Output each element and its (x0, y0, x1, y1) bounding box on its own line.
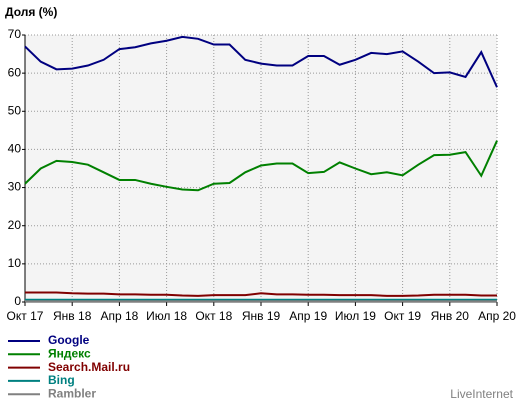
x-tick-label: Окт 17 (7, 309, 44, 323)
series-line (24, 35, 498, 88)
legend-label: Search.Mail.ru (48, 360, 130, 374)
y-tick-label: 50 (8, 103, 22, 117)
y-tick-label: 30 (8, 180, 22, 194)
y-tick-label: 60 (8, 65, 22, 79)
x-tick-label: Окт 18 (195, 309, 232, 323)
x-tick-label: Янв 19 (242, 309, 281, 323)
y-tick-label: 20 (8, 218, 22, 232)
chart-title: Доля (%) (5, 5, 57, 19)
source: LiveInternet (450, 387, 513, 401)
x-tick-label: Апр 20 (478, 309, 516, 323)
x-tick-label: Июл 18 (146, 309, 187, 323)
y-tick-label: 40 (8, 142, 22, 156)
series-line (24, 140, 498, 192)
legend-label: Google (48, 333, 90, 347)
y-tick-label: 10 (8, 256, 22, 270)
x-tick-label: Апр 18 (100, 309, 138, 323)
x-tick-label: Янв 18 (53, 309, 92, 323)
series-line (25, 291, 497, 297)
x-tick-label: Окт 19 (384, 309, 421, 323)
legend-label: Bing (48, 373, 75, 387)
x-tick-label: Июл 19 (335, 309, 376, 323)
x-tick-label: Янв 20 (431, 309, 470, 323)
legend-label: Rambler (48, 386, 96, 400)
y-tick-label: 70 (8, 27, 22, 41)
x-tick-label: Апр 19 (289, 309, 327, 323)
y-tick-label: 0 (14, 294, 21, 308)
legend-label: Яндекс (48, 346, 91, 360)
